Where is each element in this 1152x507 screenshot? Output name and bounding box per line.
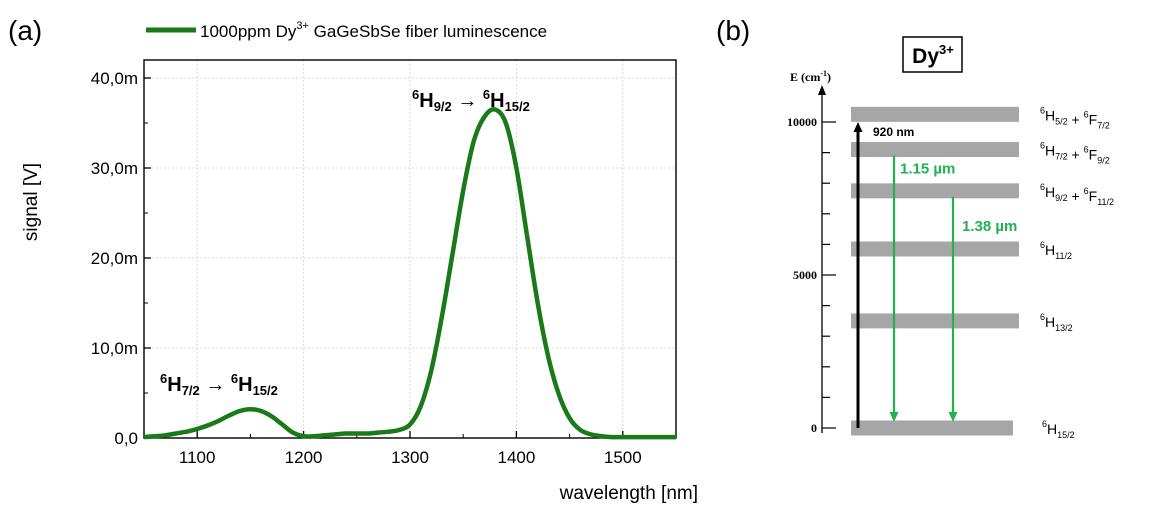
y-tick-label: 20,0m <box>91 249 138 268</box>
energy-axis-tick-label: 5000 <box>793 268 817 282</box>
energy-level-label: 6H13/2 <box>1040 312 1073 333</box>
y-tick-labels: 0,0 10,0m 20,0m 30,0m 40,0m <box>91 69 138 448</box>
x-tick-label: 1100 <box>179 448 216 467</box>
x-tick-label: 1300 <box>391 448 429 467</box>
energy-level-label: 6H5/2 + 6F7/2 <box>1040 105 1110 130</box>
y-axis-label: signal [V] <box>21 163 42 241</box>
y-tick-label: 40,0m <box>91 69 138 88</box>
x-axis-label: wavelength [nm] <box>559 483 698 504</box>
emission-label: 1.15 µm <box>900 161 955 178</box>
transition-arrowhead <box>889 412 899 422</box>
energy-axis-tick-label: 0 <box>811 421 817 435</box>
transition-arrowhead <box>853 122 863 132</box>
x-tick-labels: 1100 1200 1300 1400 1500 <box>179 448 642 467</box>
pump-label: 920 nm <box>873 125 914 139</box>
ion-label: Dy3+ <box>912 42 954 68</box>
grid-vertical <box>196 60 624 438</box>
annotation-peak-1150: 6H7/2 → 6H15/2 <box>160 371 278 398</box>
energy-level-bar <box>851 313 1019 329</box>
energy-level-label: 6H7/2 + 6F9/2 <box>1040 141 1110 166</box>
energy-level-bar <box>851 142 1019 158</box>
energy-axis-tick-labels: 0 5000 10000 <box>787 115 817 435</box>
y-ticks <box>144 77 151 439</box>
energy-axis-ticks <box>822 121 836 429</box>
y-tick-label: 10,0m <box>91 339 138 358</box>
luminescence-chart: 1100 1200 1300 1400 1500 0,0 10,0m 20,0m 30,0m 4… <box>21 20 698 504</box>
energy-level-label: 6H11/2 <box>1040 240 1072 261</box>
energy-level-bar <box>851 106 1019 122</box>
energy-axis-tick-label: 10000 <box>787 115 817 129</box>
emission-label: 1.38 µm <box>962 218 1017 235</box>
energy-level-label: 6H9/2 + 6F11/2 <box>1040 182 1114 207</box>
panel-b-label: (b) <box>716 15 750 46</box>
x-tick-label: 1500 <box>604 448 642 467</box>
energy-level-label: 6H15/2 <box>1042 419 1075 440</box>
energy-level-bar <box>851 420 1013 436</box>
annotation-peak-1380: 6H9/2 → 6H15/2 <box>412 87 530 114</box>
x-tick-label: 1400 <box>497 448 535 467</box>
transition-arrows: 920 nm 1.15 µm 1.38 µm <box>853 122 1017 428</box>
panel-a-label: (a) <box>8 15 42 46</box>
y-tick-label: 30,0m <box>91 159 138 178</box>
x-tick-label: 1200 <box>285 448 323 467</box>
energy-level-bar <box>851 241 1019 257</box>
energy-levels: 6H15/2 6H13/2 6H11/2 6H9/2 + 6F11/2 6H7/2 + … <box>851 105 1114 440</box>
energy-level-bar <box>851 183 1019 199</box>
energy-axis-label: E (cm-1) <box>790 69 831 84</box>
series-line-dy-luminescence <box>143 107 676 440</box>
grid-horizontal <box>144 77 676 349</box>
legend-entry: 1000ppm Dy3+ GaGeSbSe fiber luminescence <box>200 20 547 41</box>
transition-arrowhead <box>948 412 958 422</box>
ion-label-box <box>902 36 963 73</box>
energy-axis-arrowhead <box>818 85 826 95</box>
y-tick-label: 0,0 <box>114 429 138 448</box>
